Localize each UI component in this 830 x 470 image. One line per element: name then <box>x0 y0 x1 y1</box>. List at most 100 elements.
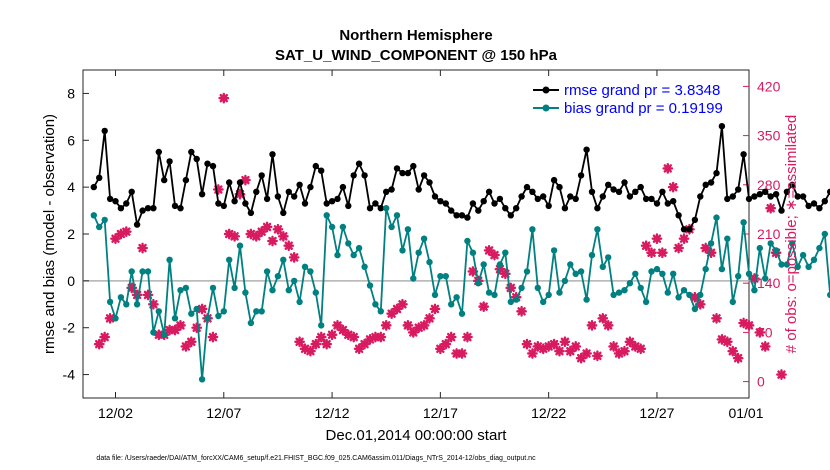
y-tick-label-left: -4 <box>63 367 76 383</box>
series-rmse <box>90 123 830 233</box>
data-point-rmse <box>453 212 460 219</box>
data-point-rmse <box>112 198 119 205</box>
data-point-bias <box>480 261 487 268</box>
obs-assimilated-marker <box>689 291 701 303</box>
obs-assimilated-marker <box>375 331 387 343</box>
data-point-bias <box>101 216 108 224</box>
obs-assimilated-marker <box>651 233 663 245</box>
data-point-rmse <box>280 209 287 217</box>
data-point-bias <box>599 263 606 270</box>
data-point-bias <box>355 244 363 252</box>
data-point-bias <box>123 301 130 308</box>
data-point-rmse <box>485 188 493 195</box>
obs-assimilated-marker <box>705 247 717 259</box>
data-point-rmse <box>491 200 498 207</box>
y-tick-label-right: 420 <box>757 78 781 94</box>
data-point-bias <box>209 284 217 292</box>
obs-assimilated-marker <box>234 188 246 200</box>
obs-assimilated-marker <box>597 312 609 324</box>
x-axis: 12/02 12/07 12/12 12/17 12/22 12/27 01/01 <box>98 70 764 421</box>
data-point-rmse <box>567 193 574 200</box>
obs-assimilated-marker <box>656 247 668 259</box>
data-point-bias <box>680 287 688 294</box>
data-point-rmse <box>756 191 763 198</box>
data-point-bias <box>161 331 168 338</box>
obs-assimilated-marker <box>537 343 549 355</box>
data-point-rmse <box>707 179 715 186</box>
data-point-bias <box>588 251 596 259</box>
data-point-rmse <box>209 162 217 170</box>
data-point-rmse <box>150 205 157 212</box>
data-point-rmse <box>724 195 731 203</box>
obs-assimilated-marker <box>110 233 121 245</box>
data-point-bias <box>291 277 298 285</box>
obs-assimilated-marker <box>277 230 289 242</box>
data-point-rmse <box>735 186 742 193</box>
data-point-rmse <box>431 193 439 200</box>
data-point-bias <box>204 315 211 322</box>
data-point-bias <box>718 265 726 273</box>
obs-assimilated-marker <box>402 319 414 331</box>
data-point-bias <box>632 270 639 277</box>
legend-marker-bias <box>542 104 550 112</box>
obs-assimilated-marker <box>613 348 625 359</box>
obs-assimilated-marker <box>543 341 555 352</box>
data-point-bias <box>448 301 455 308</box>
data-point-bias <box>475 280 482 287</box>
data-point-rmse <box>307 183 314 191</box>
obs-assimilated-marker <box>608 341 620 352</box>
data-point-bias <box>615 289 623 296</box>
obs-assimilated-marker <box>570 341 582 352</box>
obs-assimilated-marker <box>256 226 268 238</box>
data-point-rmse <box>675 212 682 219</box>
data-point-bias <box>226 256 233 263</box>
data-point-bias <box>112 315 119 322</box>
data-point-rmse <box>399 169 406 177</box>
data-point-bias <box>220 308 227 315</box>
data-point-bias <box>442 273 449 280</box>
y-tick-label-right: 280 <box>757 177 781 193</box>
data-point-bias <box>767 240 774 247</box>
data-point-bias <box>523 268 531 275</box>
obs-assimilated-marker <box>505 282 517 294</box>
data-point-rmse <box>772 191 780 198</box>
obs-assimilated-marker <box>337 324 349 336</box>
data-point-rmse <box>171 202 179 210</box>
data-point-rmse <box>263 195 271 203</box>
data-point-bias <box>285 287 292 294</box>
data-point-bias <box>637 284 644 292</box>
data-point-bias <box>691 305 699 313</box>
obs-assimilated-marker <box>548 338 560 350</box>
obs-assimilated-marker <box>646 247 657 259</box>
data-point-rmse <box>626 193 634 200</box>
legend-label-rmse: rmse grand pr = 3.8348 <box>564 82 720 99</box>
data-point-rmse <box>594 205 601 212</box>
obs-assimilated-marker <box>310 338 322 350</box>
data-point-bias <box>431 291 439 299</box>
data-point-rmse <box>318 167 325 174</box>
data-point-rmse <box>821 198 828 205</box>
data-point-bias <box>242 289 249 296</box>
data-point-bias <box>713 214 720 221</box>
data-point-rmse <box>713 169 720 177</box>
data-point-rmse <box>258 172 265 179</box>
data-point-rmse <box>577 172 585 179</box>
data-point-rmse <box>296 181 303 188</box>
data-point-rmse <box>794 193 801 200</box>
obs-assimilated-marker <box>554 345 565 357</box>
data-point-rmse <box>415 186 422 193</box>
data-point-rmse <box>637 183 644 191</box>
data-point-rmse <box>253 188 260 195</box>
y-tick-label-right: 350 <box>757 128 781 144</box>
obs-assimilated-marker <box>765 202 777 214</box>
data-point-bias <box>469 249 477 256</box>
obs-assimilated-marker <box>434 343 446 355</box>
data-point-bias <box>128 268 135 275</box>
chart-title-line2: SAT_U_WIND_COMPONENT @ 150 hPa <box>275 47 558 64</box>
data-point-bias <box>296 298 303 306</box>
data-point-rmse <box>204 160 211 167</box>
data-point-bias <box>215 312 222 320</box>
data-point-bias <box>437 273 444 280</box>
obs-assimilated-marker <box>218 92 230 104</box>
data-point-bias <box>404 226 412 233</box>
